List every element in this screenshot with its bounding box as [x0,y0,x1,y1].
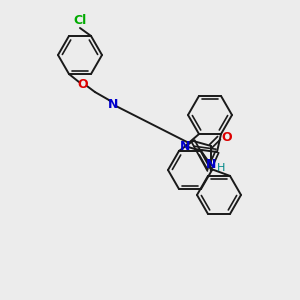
Text: Cl: Cl [74,14,87,27]
Text: O: O [78,78,88,91]
Text: O: O [221,131,232,144]
Text: N: N [108,98,118,111]
Text: N: N [206,158,216,171]
Text: N: N [180,140,190,153]
Text: H: H [217,163,225,173]
